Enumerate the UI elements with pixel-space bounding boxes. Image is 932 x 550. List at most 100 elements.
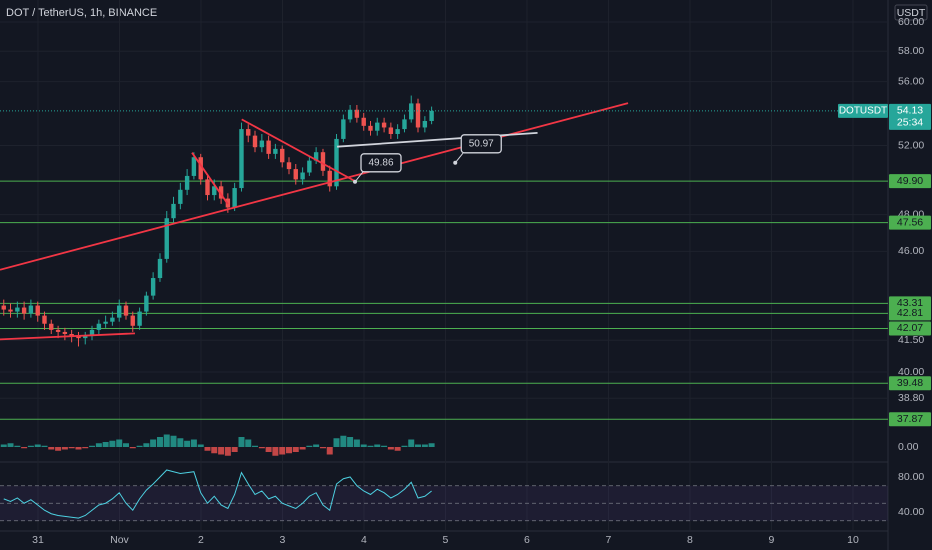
macd-bar [150, 439, 157, 447]
macd-bar [7, 443, 14, 447]
candle-body [55, 329, 61, 332]
macd-bar [299, 447, 306, 450]
candle-body [375, 122, 380, 131]
level-label-box [889, 412, 931, 427]
macd-bar [415, 444, 422, 447]
macd-bar [82, 447, 89, 449]
macd-bar [360, 444, 367, 447]
candle-body [150, 278, 156, 296]
candle-body [69, 333, 74, 337]
candle-body [144, 295, 149, 312]
macd-bar [252, 445, 259, 447]
macd-bar [347, 437, 354, 447]
x-tick-label: 3 [280, 534, 286, 546]
macd-bar [387, 447, 394, 450]
candle-body [395, 129, 400, 134]
candle-body [198, 157, 203, 180]
x-tick-label: 6 [524, 534, 530, 546]
candle-body [232, 188, 237, 208]
level-label: 47.56 [897, 216, 923, 228]
macd-bar [116, 439, 123, 447]
macd-tick-label: 0.00 [898, 441, 919, 453]
level-label-box [889, 376, 931, 391]
price-axis [888, 0, 932, 550]
candle-body [300, 172, 305, 180]
candle-body [327, 170, 332, 187]
candle-body [8, 309, 13, 312]
trendline [0, 102, 629, 271]
trendline [241, 118, 356, 182]
rsi-tick-label: 40.00 [898, 506, 924, 518]
currency: USDT [897, 7, 926, 19]
candle-body [21, 307, 27, 314]
y-tick-label: 46.00 [898, 245, 924, 257]
candle-body [252, 135, 258, 148]
candle-body [354, 109, 360, 118]
candle-body [117, 305, 122, 318]
level-label-box [889, 215, 931, 230]
level-label: 43.31 [897, 297, 923, 309]
trendline [191, 152, 229, 205]
candle-body [1, 305, 6, 310]
annotation-label: 49.86 [368, 157, 393, 168]
macd-bar [190, 439, 197, 447]
macd-bar [170, 435, 177, 447]
macd-bar [319, 447, 326, 449]
candle-body [15, 307, 20, 312]
candle-body [89, 329, 95, 337]
last-price-label: 54.13 [897, 105, 923, 117]
macd-bar [177, 438, 184, 447]
macd-bar [143, 443, 150, 447]
macd-bar [374, 444, 381, 447]
macd-bar [184, 440, 191, 447]
macd-bar [306, 445, 313, 447]
macd-bar [421, 444, 428, 447]
macd-bar [408, 439, 415, 447]
candle-body [164, 218, 169, 259]
candle-body [266, 140, 271, 154]
macd-bar [89, 445, 96, 447]
symbol-box [838, 103, 888, 118]
macd-bar [197, 444, 204, 447]
level-label: 39.48 [897, 377, 923, 389]
macd-bar [95, 443, 102, 447]
macd-bar [68, 447, 75, 449]
candle-body [212, 186, 217, 196]
macd-bar [61, 447, 68, 450]
level-label-box [889, 306, 931, 321]
y-tick-label: 58.00 [898, 45, 924, 57]
candle-body [157, 258, 163, 279]
macd-bar [27, 445, 34, 447]
level-label: 42.81 [897, 307, 923, 319]
candle-body [246, 129, 251, 136]
x-tick-label: 9 [769, 534, 775, 546]
macd-bar [41, 445, 48, 447]
macd-bar [394, 447, 401, 451]
candle-body [62, 331, 68, 334]
candle-body [130, 315, 135, 326]
candle-body [123, 305, 129, 316]
macd-bar [48, 447, 55, 450]
candle-body [286, 162, 292, 170]
x-tick-label: 7 [606, 534, 612, 546]
candle-body [388, 127, 394, 134]
candle-body [409, 103, 414, 120]
macd-bar [353, 439, 360, 447]
y-tick-label: 40.00 [898, 366, 924, 378]
annotation-box [460, 134, 502, 154]
macd-bar [204, 447, 211, 451]
candle-body [171, 203, 176, 219]
y-tick-label: 60.00 [898, 16, 924, 28]
annotation-callout [354, 171, 364, 183]
y-tick-label: 38.80 [898, 392, 924, 404]
candle-body [184, 175, 190, 190]
candle-body [347, 109, 353, 120]
candle-body [205, 179, 210, 196]
macd-bar [55, 447, 62, 451]
rsi-line [3, 469, 432, 519]
candle-body [307, 160, 312, 173]
macd-bar [245, 439, 252, 447]
candle-body [35, 305, 40, 316]
y-tick-label: 41.50 [898, 334, 924, 346]
